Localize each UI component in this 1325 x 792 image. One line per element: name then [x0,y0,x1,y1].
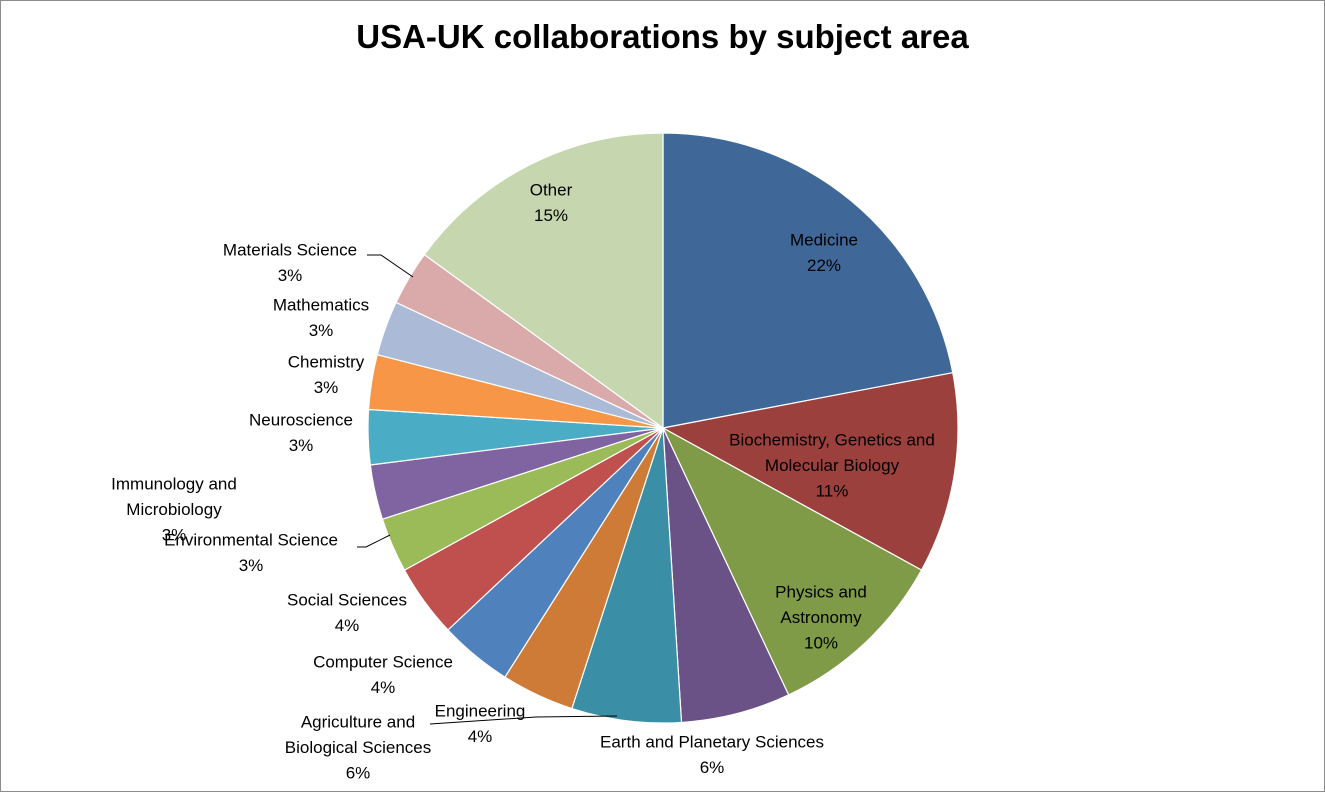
data-label-name: Earth and Planetary Sciences [600,733,824,752]
data-label-value: 4% [335,616,360,635]
data-label-value: 3% [314,378,339,397]
data-label-name: Microbiology [126,500,222,519]
data-label-value: 10% [804,634,838,653]
data-label-name: Neuroscience [249,411,353,430]
data-label-name: Environmental Science [164,531,338,550]
data-label-name: Physics and [775,583,867,602]
data-label-name: Astronomy [780,608,862,627]
data-label-name: Molecular Biology [765,456,900,475]
data-label-value: 11% [816,482,849,501]
data-label-name: Computer Science [313,653,453,672]
data-label-engineering: Engineering 4% [435,702,526,747]
data-label-computer-science: Computer Science 4% [313,653,453,698]
data-label-name: Agriculture and [301,713,415,732]
data-label-earth-and-planetary-sciences: Earth and Planetary Sciences 6% [600,733,824,778]
data-label-agriculture-and-biological-sciences: Agriculture and Biological Sciences 6% [285,713,431,783]
data-label-name: Biochemistry, Genetics and [729,431,935,450]
leader-line [357,534,391,548]
data-label-name: Other [530,181,573,200]
data-label-value: 6% [700,758,725,777]
data-label-value: 4% [371,678,396,697]
chart-title: USA-UK collaborations by subject area [356,18,969,55]
data-label-value: 3% [239,556,264,575]
data-label-name: Chemistry [288,353,365,372]
data-label-environmental-science: Environmental Science 3% [164,531,338,576]
data-label-value: 3% [162,526,187,545]
data-label-materials-science: Materials Science 3% [223,241,357,286]
data-label-physics-and-astronomy: Physics and Astronomy 10% [775,583,867,653]
data-label-name: Mathematics [273,296,369,315]
pie-slice-biochemistry-genetics-and-molecular-biology [661,372,959,571]
data-label-value: 3% [289,436,314,455]
leader-line [367,254,414,278]
leader-line [429,715,618,725]
data-label-mathematics: Mathematics 3% [273,296,369,341]
data-label-chemistry: Chemistry 3% [288,353,365,398]
data-label-medicine: Medicine 22% [790,231,858,276]
data-label-neuroscience: Neuroscience 3% [249,411,353,456]
data-label-name: Immunology and [111,475,237,494]
data-label-name: Biological Sciences [285,738,431,757]
data-label-value: 6% [346,764,371,783]
data-label-other: Other 15% [530,181,573,226]
pie-slice-physics-and-astronomy [661,426,923,696]
data-label-name: Engineering [435,702,526,721]
data-label-value: 4% [468,727,493,746]
data-label-value: 22% [807,256,841,275]
pie-slice-other [423,132,664,430]
data-label-social-sciences: Social Sciences 4% [287,591,407,636]
data-label-value: 15% [534,206,568,225]
data-label-value: 3% [309,321,334,340]
data-label-biochemistry-genetics-and-molecular-biology: Biochemistry, Genetics and Molecular Biol… [729,431,935,501]
data-label-name: Social Sciences [287,591,407,610]
data-label-value: 3% [278,266,303,285]
pie-slice-medicine [662,132,954,429]
data-label-name: Materials Science [223,241,357,260]
data-label-immunology-and-microbiology: Immunology and Microbiology 3% [111,475,237,545]
data-label-name: Medicine [790,231,858,250]
